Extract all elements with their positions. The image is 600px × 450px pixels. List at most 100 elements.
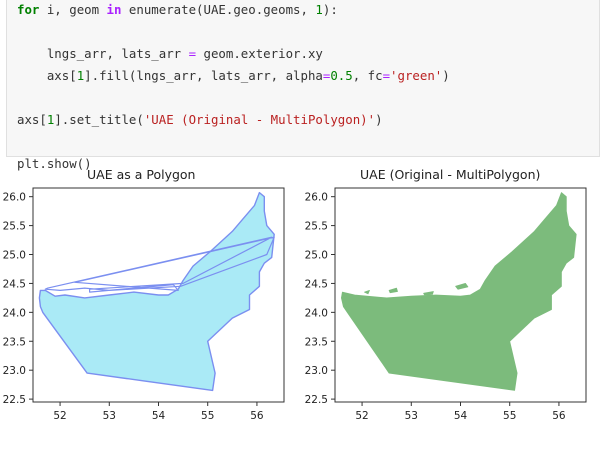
right-y-tick: 26.0 [305,192,335,204]
left-x-tick-label: 56 [250,410,264,422]
right-y-tick-label: 22.5 [305,394,328,406]
right-x-tick: 54 [454,402,468,422]
code-token: axs[ [17,112,47,127]
left-chart: 52 53 54 55 56 22.5 23.0 23.5 24.0 24.5 25.0 25.5 26… [3,187,285,422]
right-x-tick-label: 54 [454,410,468,422]
left-y-tick: 25.5 [3,221,33,233]
left-y-tick: 23.5 [3,336,33,348]
left-y-tick: 24.0 [3,307,33,319]
right-x-tick-label: 52 [355,410,368,422]
right-y-tick: 25.5 [305,221,335,233]
code-token: axs[ [17,68,77,83]
right-polygon-2 [423,291,434,296]
code-line: for i, geom in enumerate(UAE.geo.geoms, … [17,0,450,21]
right-polygon-4 [487,277,493,283]
right-y-tick-label: 23.0 [305,365,328,377]
code-token: = [188,46,197,61]
code-line [17,87,450,109]
left-y-tick-label: 24.0 [3,307,26,319]
left-y-tick: 24.5 [3,278,33,290]
right-x-tick: 56 [552,402,566,422]
left-x-tick-label: 52 [53,410,66,422]
right-y-tick-label: 26.0 [305,192,328,204]
code-token: ) [375,112,383,127]
right-polygon-1 [455,283,469,290]
right-y-tick: 23.5 [305,336,335,348]
right-y-tick-label: 25.0 [305,250,328,262]
code-token: enumerate(UAE.geo.geoms, [121,2,316,17]
right-polygon-5 [364,290,370,295]
right-x-tick-label: 53 [405,410,418,422]
right-y-tick: 24.0 [305,307,335,319]
code-token: lngs_arr, lats_arr [17,46,189,61]
code-token: ) [442,68,450,83]
right-x-tick: 55 [503,402,516,422]
left-y-tick-label: 25.0 [3,250,26,262]
code-token: 'green' [390,68,443,83]
right-y-tick-label: 25.5 [305,221,328,233]
right-y-tick-label: 24.5 [305,278,328,290]
left-x-tick: 54 [152,402,166,422]
left-y-tick: 23.0 [3,365,33,377]
code-token: i, geom [39,2,107,17]
left-x-tick-label: 54 [152,410,166,422]
right-chart-title: UAE (Original - MultiPolygon) [360,167,541,182]
left-x-tick: 53 [103,402,116,422]
left-y-tick: 26.0 [3,192,33,204]
plot-output: UAE as a Polygon UAE (Original - MultiPo… [0,160,600,450]
left-y-tick-label: 23.5 [3,336,26,348]
right-x-tick-label: 55 [503,410,516,422]
right-x-tick: 53 [405,402,418,422]
left-polygon-1 [44,236,275,293]
right-chart: 52 53 54 55 56 22.5 23.0 23.5 24.0 24.5 25.0 25.5 26… [305,187,587,422]
code-token: = [382,68,391,83]
right-x-tick-label: 56 [552,410,566,422]
code-token: 1 [46,112,55,127]
code-token: ): [322,2,338,17]
right-y-tick-label: 24.0 [305,307,328,319]
code-line: lngs_arr, lats_arr = geom.exterior.xy [17,43,450,65]
right-x-tick: 52 [355,402,369,422]
figure-canvas: 52 53 54 55 56 22.5 23.0 23.5 24.0 24.5 25.0 25.5 26… [3,187,587,422]
left-y-tick: 25.0 [3,250,33,262]
code-token: , fc [352,68,383,83]
code-token: 0.5 [330,68,353,83]
left-y-tick: 22.5 [3,394,33,406]
code-line: axs[1].set_title('UAE (Original - MultiP… [17,109,450,131]
right-y-tick: 25.0 [305,250,335,262]
code-token: for [17,2,40,17]
code-token: 'UAE (Original - MultiPolygon)' [143,112,376,127]
code-line: plt.show() [17,153,450,175]
left-y-tick-label: 24.5 [3,278,26,290]
left-x-tick: 52 [53,402,67,422]
left-y-tick-label: 23.0 [3,365,26,377]
left-x-tick-label: 53 [103,410,116,422]
right-polygon-0 [341,192,577,391]
code-token: plt.show() [17,156,92,171]
code-token: geom.exterior.xy [196,46,323,61]
left-chart-title: UAE as a Polygon [87,167,196,182]
code-token: in [106,2,122,17]
left-y-tick-label: 26.0 [3,192,26,204]
code-line [17,131,450,153]
left-y-tick-label: 25.5 [3,221,26,233]
right-y-tick: 24.5 [305,278,335,290]
code-token: ].set_title( [54,112,144,127]
code-cell[interactable]: for i, geom in enumerate(UAE.geo.geoms, … [6,0,600,171]
right-y-tick-label: 23.5 [305,336,328,348]
left-x-tick: 55 [201,402,214,422]
left-x-tick-label: 55 [201,410,214,422]
right-y-tick: 23.0 [305,365,335,377]
right-y-tick: 22.5 [305,394,335,406]
left-polygon-0 [38,191,275,392]
code-token: 1 [76,68,85,83]
right-polygon-3 [388,287,398,294]
code-line [17,21,450,43]
left-y-tick-label: 22.5 [3,394,26,406]
code-token: ].fill(lngs_arr, lats_arr, alpha [84,68,323,83]
code-token: 1 [315,2,323,17]
code-token: = [322,68,331,83]
code-line: axs[1].fill(lngs_arr, lats_arr, alpha=0.… [17,65,450,87]
code-editor[interactable]: for i, geom in enumerate(UAE.geo.geoms, … [17,0,450,175]
left-x-tick: 56 [250,402,264,422]
